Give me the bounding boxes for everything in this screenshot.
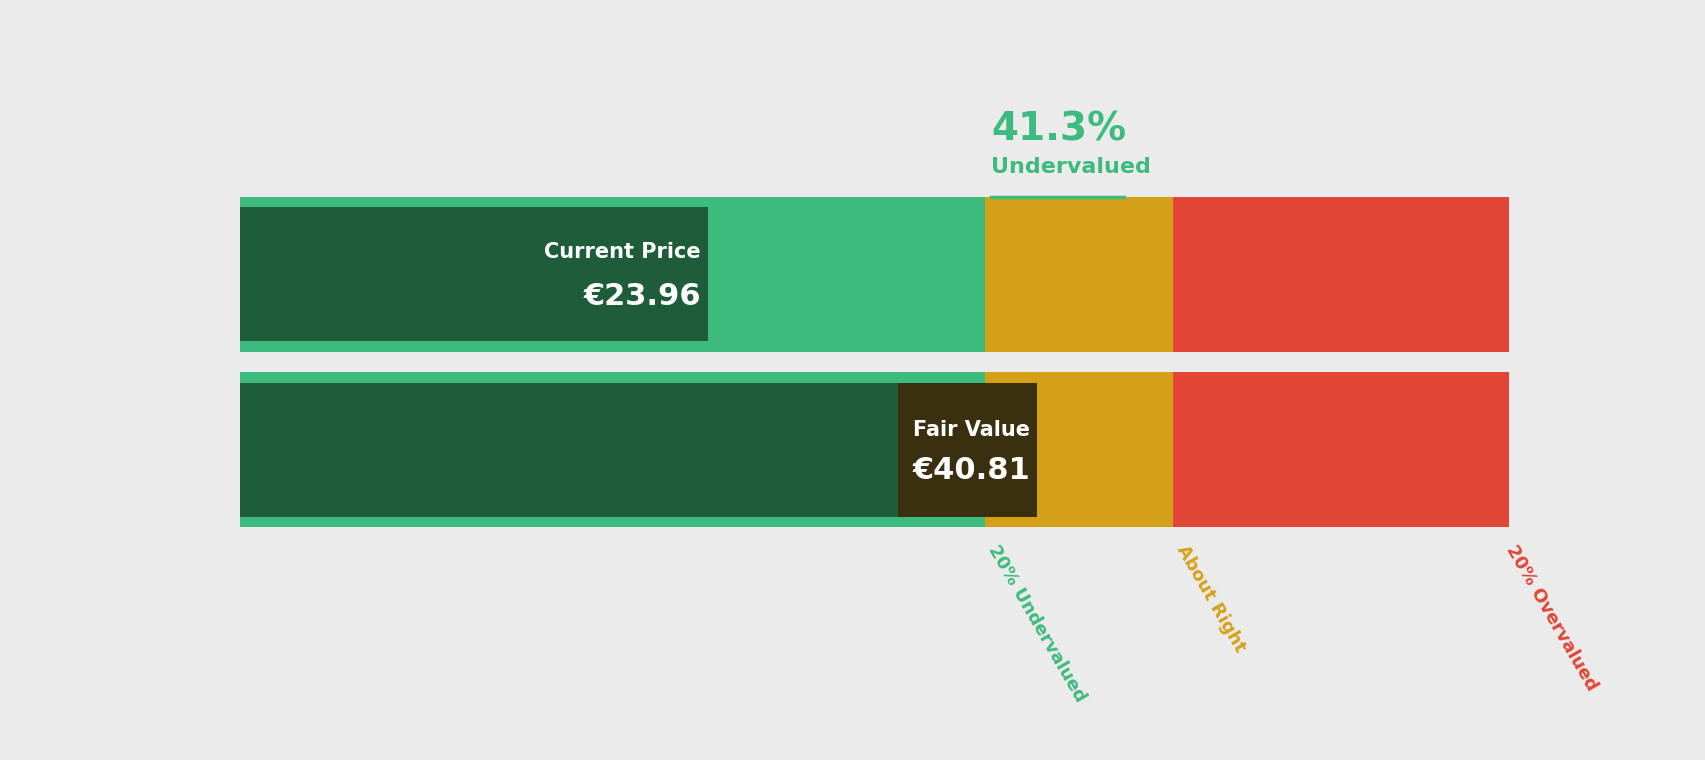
Text: About Right: About Right (1171, 542, 1248, 655)
Bar (239, 197, 984, 352)
Text: 41.3%: 41.3% (991, 110, 1125, 148)
Bar (1171, 197, 1507, 352)
Text: €40.81: €40.81 (912, 455, 1030, 485)
Bar (984, 372, 1171, 527)
Bar (239, 207, 708, 341)
Text: Current Price: Current Price (544, 242, 701, 262)
Bar (239, 372, 984, 527)
Bar (239, 382, 1037, 517)
Text: Fair Value: Fair Value (912, 420, 1030, 440)
Text: 20% Overvalued: 20% Overvalued (1502, 542, 1599, 694)
Bar (984, 197, 1171, 352)
Bar (1171, 372, 1507, 527)
Text: Undervalued: Undervalued (991, 157, 1151, 177)
Bar (897, 382, 1037, 517)
Text: €23.96: €23.96 (583, 282, 701, 311)
Text: 20% Undervalued: 20% Undervalued (984, 542, 1089, 705)
